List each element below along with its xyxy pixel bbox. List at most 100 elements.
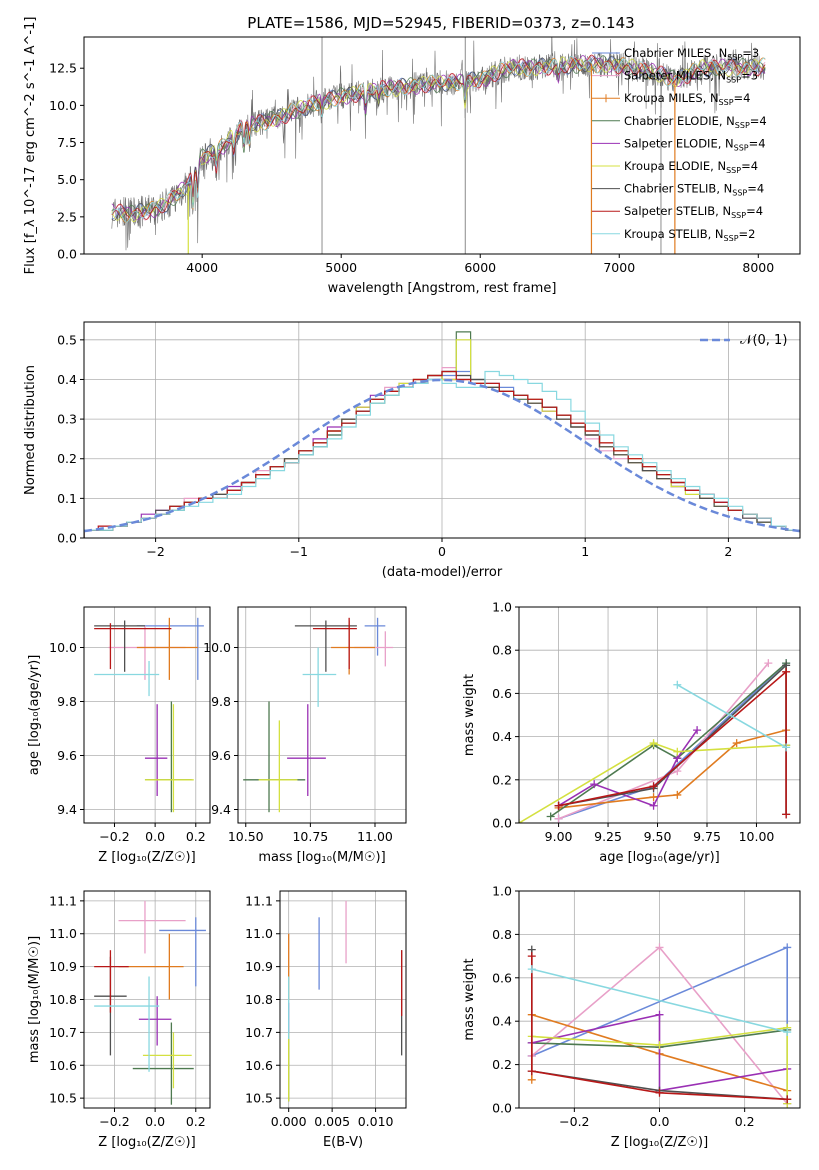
y-tick-label: 0.0 (57, 531, 77, 546)
x-tick-label: 0.2 (186, 1114, 206, 1129)
residual-histogram (84, 370, 800, 538)
weight-marker (649, 801, 658, 810)
errorbar-point (118, 933, 184, 1000)
weight_vs_age-grid (519, 606, 800, 824)
residuals-legend: 𝒩(0, 1) (700, 333, 787, 348)
mass_vs_ebv-grid (280, 891, 406, 1108)
y-tick-label: 11.1 (245, 893, 273, 908)
y-tick-label: 11.0 (245, 926, 273, 941)
y-tick-label: 2.5 (57, 209, 77, 224)
x-tick-label: 7000 (603, 260, 635, 275)
errorbar-point (287, 704, 326, 796)
residuals-panel: −2 −1 0 1 2 0.0 0.1 0.2 0.3 0.4 0.5 (data-model)/er… (23, 321, 801, 580)
mass_vs_Z-grid (84, 891, 210, 1108)
x-tick-label: 0.0 (145, 1114, 165, 1129)
y-tick-label: 1.0 (492, 600, 512, 615)
weight-marker (649, 793, 658, 802)
spectrum-plot-area (111, 37, 766, 254)
weight-marker (782, 667, 791, 676)
weight-marker (782, 810, 791, 819)
normal-curve (84, 378, 800, 533)
mass_vs_ebv-panel: 0.000 0.005 0.010 10.5 10.6 10.7 10.8 10.9 11.0 1… (245, 890, 407, 1150)
spectrum-legend: Chabrier MILES, NSSP=3 Salpeter MILES, NS… (592, 46, 767, 243)
y-tick-label: 5.0 (57, 172, 77, 187)
x-tick-label: 0.0 (145, 829, 165, 844)
age_vs_mass-frame (237, 606, 407, 824)
x-tick-label: 0.0 (650, 1114, 670, 1129)
y-tick-label: 0.2 (57, 451, 77, 466)
errorbar-point (144, 704, 194, 813)
legend-entry: Chabrier ELODIE, NSSP=4 (624, 114, 767, 130)
y-tick-label: 9.8 (57, 694, 77, 709)
errorbar-point (94, 976, 160, 1072)
errorbar-point (312, 617, 357, 670)
x-tick-label: −1 (290, 544, 308, 559)
weight-series (527, 965, 792, 1037)
x-tick-label: 0.2 (186, 829, 206, 844)
x-tick-label: 0 (438, 544, 446, 559)
weight-series (527, 952, 792, 1104)
y-tick-label: 11.0 (49, 926, 77, 941)
age_vs_mass-grid (238, 607, 406, 823)
weight-marker (527, 952, 536, 961)
x-tick-label: 2 (724, 544, 732, 559)
y-tick-label: 0.6 (492, 970, 512, 985)
weight-marker (590, 780, 599, 789)
y-tick-label: 0.0 (492, 816, 512, 831)
weight-marker (655, 1088, 664, 1097)
errorbar-point (108, 625, 186, 680)
errorbar-point (142, 1032, 192, 1089)
weight-series (519, 739, 791, 823)
y-tick-label: 0.0 (492, 1101, 512, 1116)
mass_vs_ebv-plot-area (288, 900, 403, 1102)
weight-line (676, 684, 787, 749)
weight-marker (546, 812, 555, 821)
errorbar-point (354, 631, 394, 667)
weight-series (673, 680, 791, 752)
x-tick-label: 6000 (464, 260, 496, 275)
weight-marker (554, 801, 563, 810)
weight_vs_Z-plot-area (527, 943, 792, 1108)
y-tick-label: 10.9 (245, 959, 273, 974)
y-tick-label: 10.9 (49, 959, 77, 974)
y-tick-label: 0.2 (492, 1057, 512, 1072)
y-tick-label: 11.1 (49, 893, 77, 908)
x-tick-label: −2 (146, 544, 164, 559)
weight-marker (649, 782, 658, 791)
age_vs_Z-plot-area (94, 617, 204, 813)
y-tick-label: 0.4 (492, 729, 512, 744)
errorbar-point (94, 623, 172, 670)
y-tick-label: 0.3 (57, 412, 77, 427)
x-axis-label: Z [log₁₀(Z/Z☉)] (98, 1135, 195, 1150)
x-tick-label: 9.75 (693, 829, 721, 844)
y-axis-label: mass weight (462, 674, 477, 756)
weight-series (554, 659, 773, 823)
errorbar-point (94, 950, 129, 1013)
x-axis-label: E(B-V) (323, 1135, 363, 1150)
weight_vs_age-frame (518, 606, 801, 824)
spectrum-frame (83, 36, 801, 255)
y-tick-label: 9.8 (211, 694, 231, 709)
mass_vs_Z-panel: −0.2 0.0 0.2 10.5 10.6 10.7 10.8 10.9 11.0 11.1 Z … (27, 890, 211, 1150)
age_vs_Z-frame (83, 606, 211, 824)
age_vs_mass-panel: 10.50 10.75 11.00 9.4 9.6 9.8 10.0 mass [log₁₀(… (203, 606, 407, 865)
figure-title: PLATE=1586, MJD=52945, FIBERID=0373, z=0… (247, 14, 634, 32)
residuals-frame (83, 321, 801, 539)
residuals-grid (84, 322, 800, 539)
y-tick-label: 0.2 (492, 772, 512, 787)
mass_vs_Z-plot-area (94, 900, 206, 1105)
x-tick-label: 0.2 (735, 1114, 755, 1129)
y-tick-label: 10.5 (245, 1091, 273, 1106)
legend-entry: Chabrier STELIB, NSSP=4 (624, 182, 764, 198)
errorbar-point (159, 917, 206, 987)
legend-entry: 𝒩(0, 1) (740, 333, 787, 348)
x-tick-label: −0.2 (99, 1114, 129, 1129)
y-tick-label: 0.8 (492, 643, 512, 658)
errorbar-point (94, 661, 160, 697)
errorbar-point (144, 701, 192, 813)
x-tick-label: −0.2 (559, 1114, 589, 1129)
y-tick-label: 10.7 (245, 1025, 273, 1040)
x-tick-label: 0.010 (358, 1114, 394, 1129)
legend-entry: Chabrier MILES, NSSP=3 (624, 46, 759, 62)
weight-marker (764, 659, 773, 668)
